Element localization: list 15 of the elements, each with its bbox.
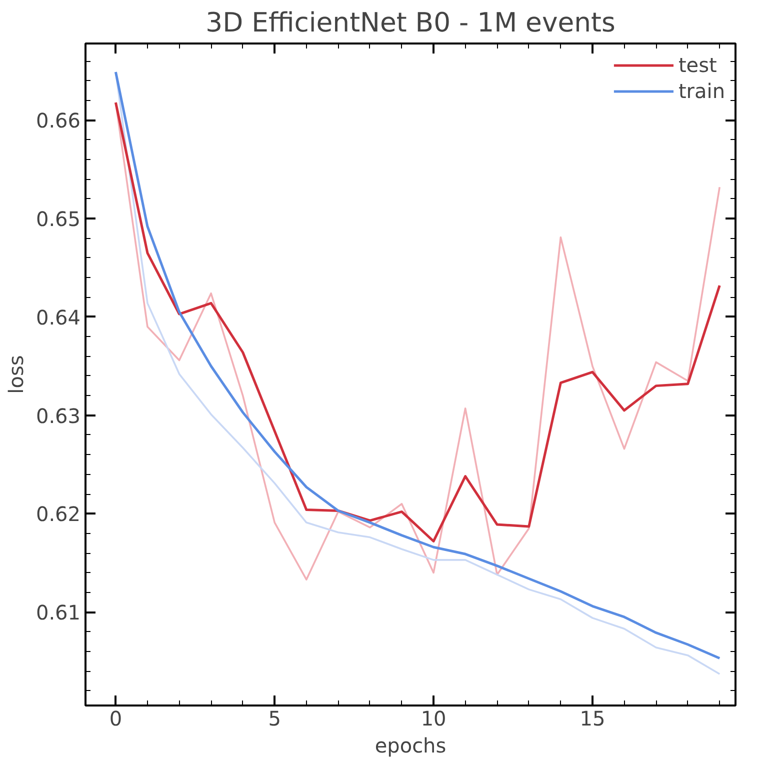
x-tick-label: 5	[268, 706, 281, 730]
y-axis-title: loss	[4, 355, 28, 394]
y-tick-label: 0.62	[36, 502, 80, 526]
x-tick-label: 10	[420, 706, 446, 730]
x-tick-label: 0	[109, 706, 122, 730]
x-tick-label: 15	[580, 706, 606, 730]
y-tick-label: 0.63	[36, 404, 80, 428]
y-tick-label: 0.64	[36, 305, 80, 330]
legend-label: test	[678, 53, 717, 77]
chart-title: 3D EfficientNet B0 - 1M events	[206, 8, 616, 38]
y-tick-label: 0.66	[36, 108, 80, 133]
x-axis-title: epochs	[374, 734, 446, 758]
legend-label: train	[678, 79, 725, 103]
y-tick-label: 0.61	[36, 600, 80, 625]
y-tick-label: 0.65	[36, 207, 80, 232]
